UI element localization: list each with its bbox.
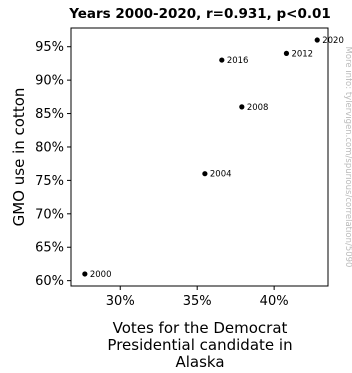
x-axis: 30% 35% 40% <box>106 286 289 309</box>
data-points: 2000 2004 2008 2012 2016 2020 <box>82 36 344 280</box>
data-point <box>283 50 290 56</box>
data-point <box>239 104 245 110</box>
y-axis-label: GMO use in cotton <box>10 88 28 227</box>
watermark-text: More info: tylervigen.com/spurious/corre… <box>343 47 352 268</box>
data-point-label: 2012 <box>291 49 313 59</box>
y-tick-label: 70% <box>35 207 64 222</box>
y-tick-label: 60% <box>35 274 64 289</box>
data-point-label: 2016 <box>227 56 249 66</box>
y-axis: 60% 65% 70% 75% 80% 85% 90% 95% <box>35 40 71 289</box>
y-tick-label: 95% <box>35 40 64 55</box>
x-axis-label-line: Presidential candidate in <box>107 336 292 354</box>
x-tick-label: 30% <box>106 294 135 309</box>
data-point <box>219 57 225 63</box>
chart-title: Years 2000-2020, r=0.931, p<0.01 <box>68 6 331 22</box>
data-point <box>202 171 208 177</box>
plot-area <box>70 27 329 287</box>
data-point <box>314 37 320 43</box>
y-tick-label: 65% <box>35 241 64 256</box>
data-point-label: 2008 <box>247 103 269 113</box>
x-tick-label: 40% <box>260 294 289 309</box>
x-tick-label: 35% <box>183 294 212 309</box>
y-tick-label: 75% <box>35 174 64 189</box>
y-tick-label: 80% <box>35 140 64 155</box>
y-tick-label: 85% <box>35 107 64 122</box>
y-tick-label: 90% <box>35 74 64 89</box>
data-point-label: 2020 <box>322 36 344 46</box>
x-axis-label: Votes for the Democrat Presidential candi… <box>107 319 292 371</box>
data-point-label: 2004 <box>210 170 232 180</box>
data-point <box>82 271 88 277</box>
data-point-label: 2000 <box>90 270 112 280</box>
x-axis-label-line: Votes for the Democrat <box>113 319 288 337</box>
x-axis-label-line: Alaska <box>175 353 224 371</box>
